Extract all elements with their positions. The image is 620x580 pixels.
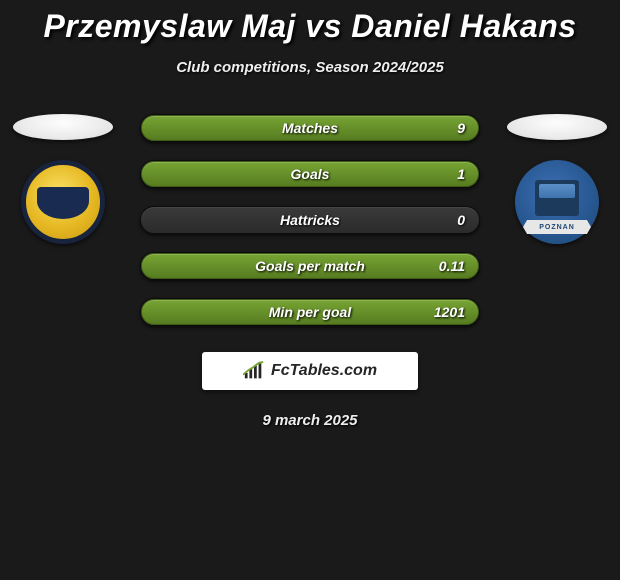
stat-row: Goals 1: [140, 160, 480, 188]
page-subtitle: Club competitions, Season 2024/2025: [0, 59, 620, 76]
stat-row: Min per goal 1201: [140, 298, 480, 326]
stat-value-right: 1: [457, 166, 465, 182]
club-badge-left-emblem: [52, 192, 86, 206]
stat-value-right: 1201: [434, 304, 465, 320]
club-badge-left: [21, 160, 105, 244]
stat-label: Min per goal: [269, 304, 351, 320]
brand-chart-icon: [243, 361, 265, 381]
player-right-column: POZNAN: [502, 114, 612, 244]
club-badge-right: POZNAN: [515, 160, 599, 244]
comparison-date: 9 march 2025: [0, 412, 620, 429]
club-badge-right-emblem: [535, 180, 579, 216]
stat-label: Matches: [282, 120, 338, 136]
comparison-panel: POZNAN Matches 9 Goals 1 Hattricks 0 Goals per…: [0, 114, 620, 429]
player-left-silhouette: [13, 114, 113, 140]
stat-row: Goals per match 0.11: [140, 252, 480, 280]
stat-label: Goals: [291, 166, 330, 182]
brand-badge[interactable]: FcTables.com: [202, 352, 418, 390]
stat-row: Matches 9: [140, 114, 480, 142]
stat-value-right: 0.11: [439, 258, 465, 274]
stat-row: Hattricks 0: [140, 206, 480, 234]
player-right-silhouette: [507, 114, 607, 140]
stats-list: Matches 9 Goals 1 Hattricks 0 Goals per match 0…: [140, 114, 480, 326]
stat-value-right: 9: [457, 120, 465, 136]
player-left-column: [8, 114, 118, 244]
brand-name: FcTables.com: [271, 362, 377, 380]
club-badge-right-banner: POZNAN: [523, 220, 591, 234]
page-title: Przemyslaw Maj vs Daniel Hakans: [0, 0, 620, 45]
stat-label: Goals per match: [255, 258, 365, 274]
stat-value-right: 0: [457, 212, 465, 228]
stat-label: Hattricks: [280, 212, 340, 228]
